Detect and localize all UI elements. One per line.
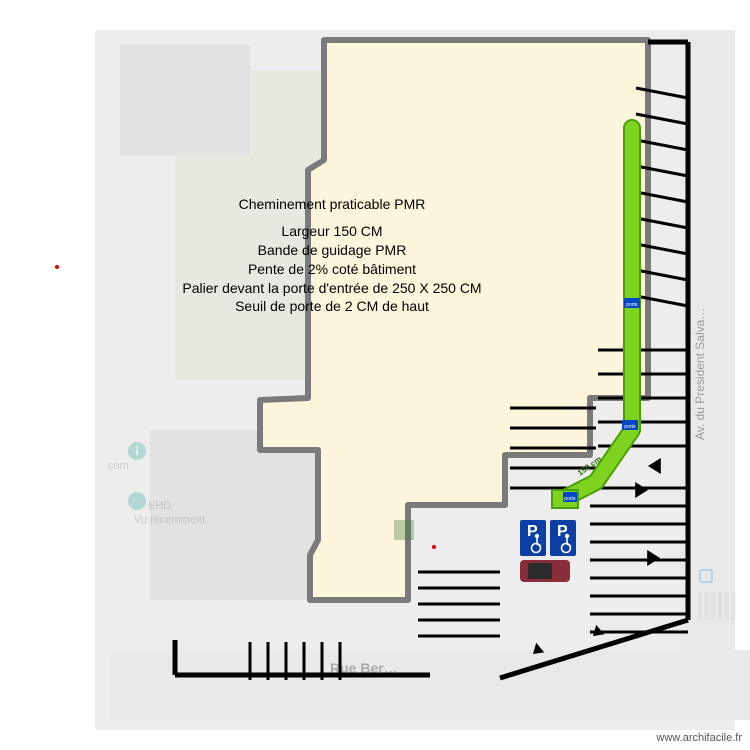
red-dot-marker: [432, 545, 436, 549]
map-pin-icon: [128, 492, 146, 510]
svg-text:Av. du President Salva…: Av. du President Salva…: [693, 308, 707, 440]
pmr-text-block: Cheminement praticable PMRLargeur 150 CM…: [182, 195, 482, 316]
red-dot-marker: [55, 265, 59, 269]
svg-text:porte: porte: [624, 424, 636, 430]
ghost-label: com: [108, 460, 129, 472]
plan-canvas: 150 cm porteporteporte PP Av. du Preside…: [0, 0, 750, 750]
street-labels: Av. du President Salva…: [693, 308, 707, 440]
svg-text:porte: porte: [626, 302, 638, 308]
watermark-link[interactable]: www.archifacile.fr: [656, 732, 742, 744]
map-pin-icon: i: [128, 442, 146, 460]
parked-car: [520, 560, 570, 582]
ghost-label: EHD: [148, 500, 171, 512]
footer-street-label: Rue Ber…: [330, 660, 398, 676]
svg-text:porte: porte: [564, 496, 576, 502]
ghost-elements: [394, 520, 414, 540]
ghost-label: Vu récemment: [134, 514, 205, 526]
